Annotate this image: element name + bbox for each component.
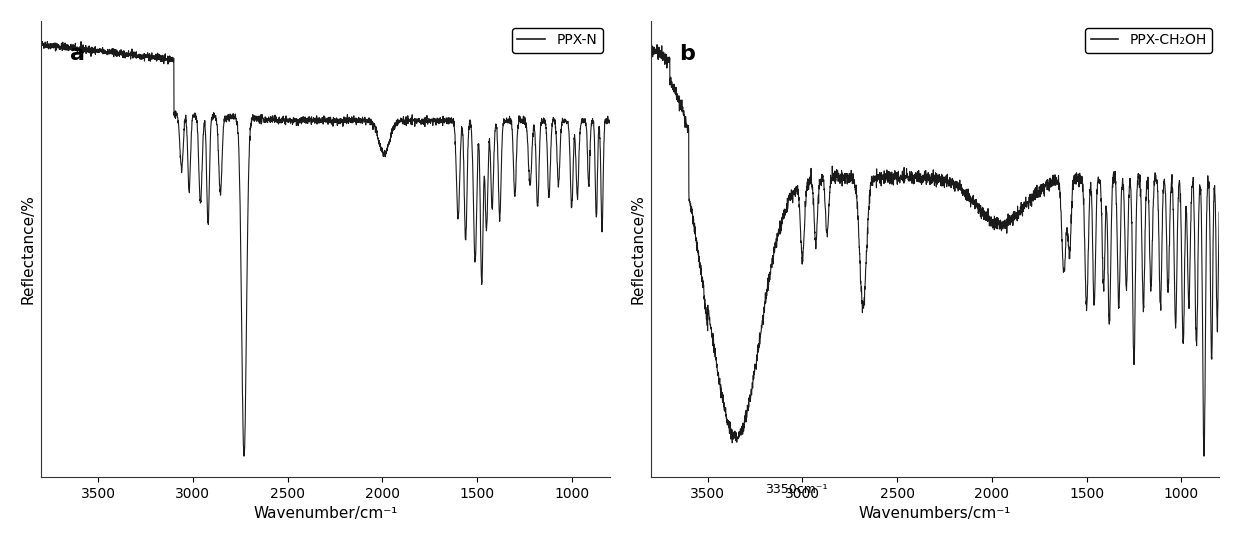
- Text: b: b: [680, 44, 696, 63]
- X-axis label: Wavenumber/cm⁻¹: Wavenumber/cm⁻¹: [253, 506, 398, 521]
- Text: 3350cm⁻¹: 3350cm⁻¹: [765, 483, 827, 496]
- Legend: PPX-CH₂OH: PPX-CH₂OH: [1085, 28, 1213, 53]
- Y-axis label: Reflectance/%: Reflectance/%: [630, 194, 645, 304]
- Y-axis label: Reflectance/%: Reflectance/%: [21, 194, 36, 304]
- Text: a: a: [69, 44, 84, 63]
- X-axis label: Wavenumbers/cm⁻¹: Wavenumbers/cm⁻¹: [859, 506, 1012, 521]
- Legend: PPX-N: PPX-N: [512, 28, 603, 53]
